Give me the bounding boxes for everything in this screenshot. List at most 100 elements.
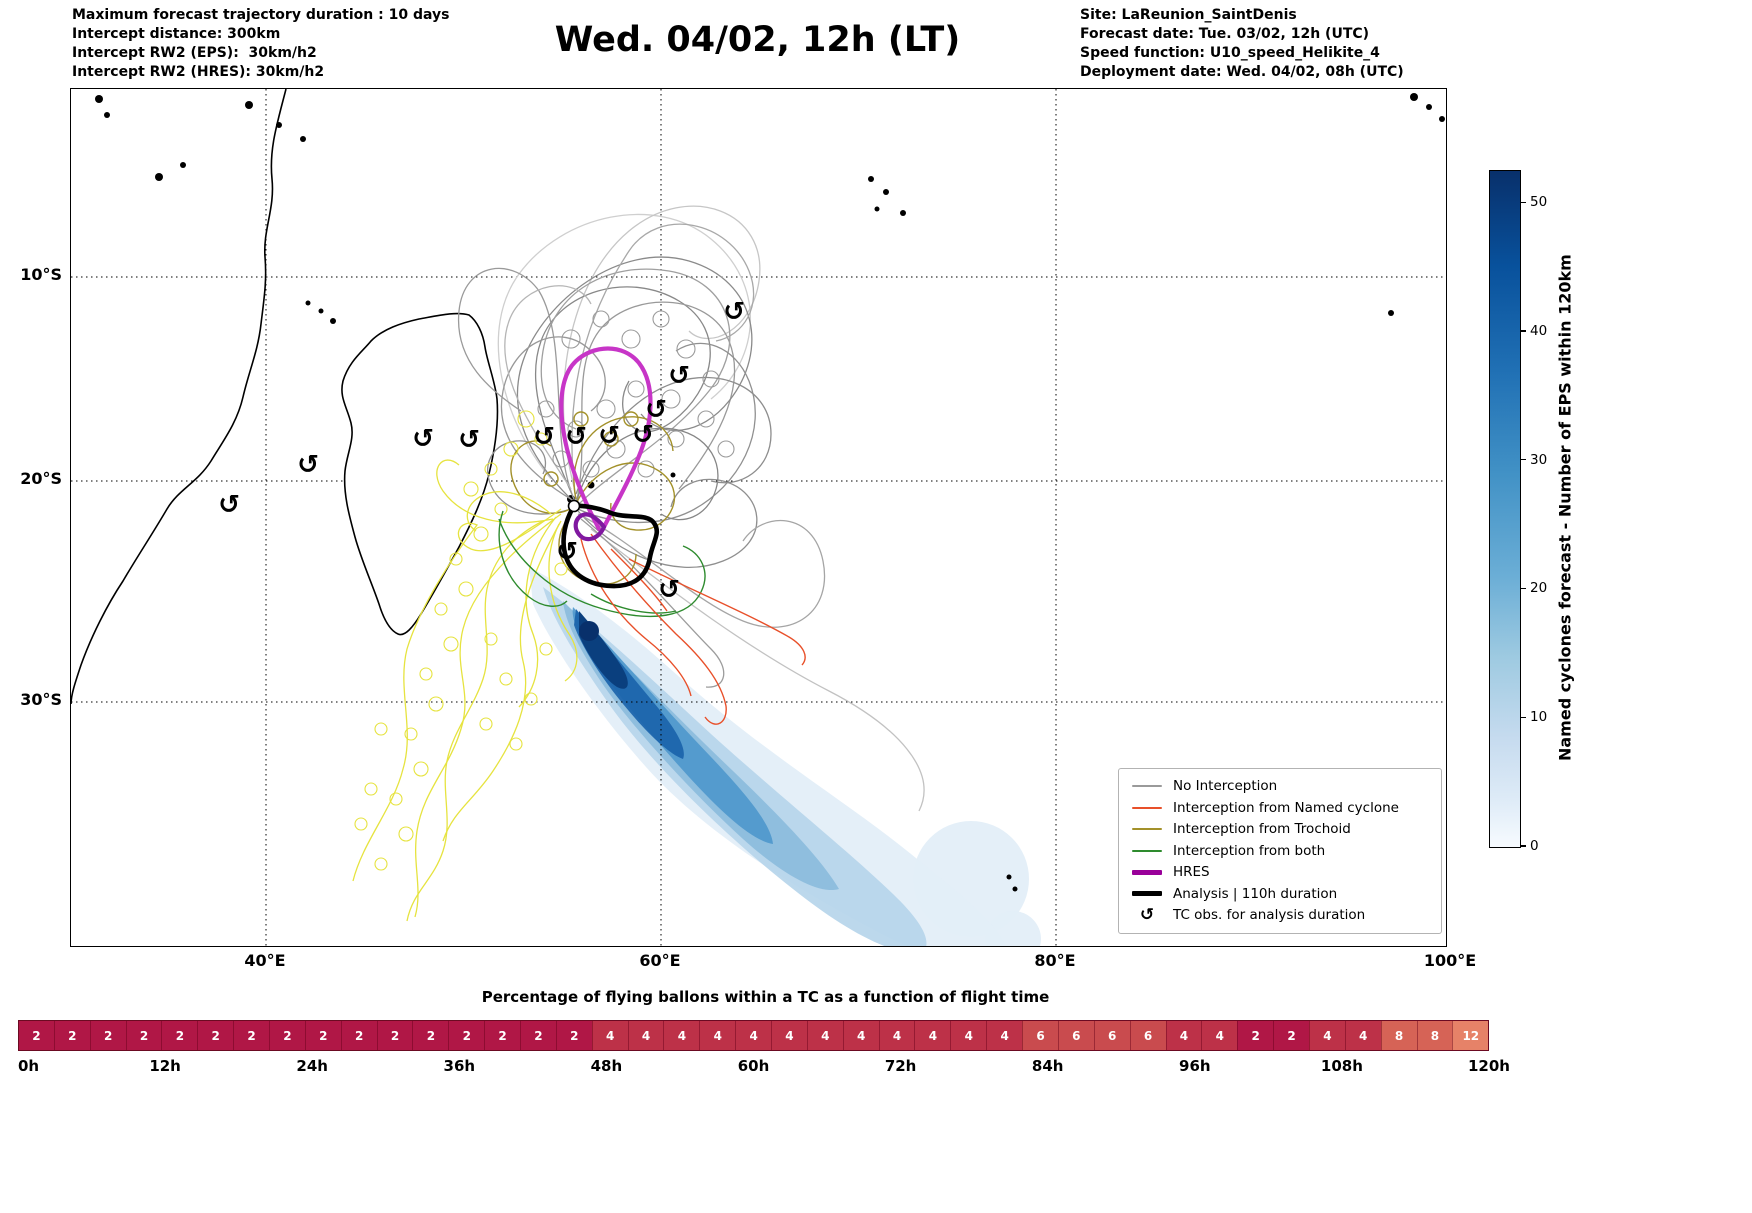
balloon-percentage-cell: 4: [1308, 1021, 1345, 1050]
tc-obs-icon: ↺: [1139, 905, 1155, 926]
analysis-start-marker: [567, 499, 581, 513]
colorbar-ticks: 0 10 20 30 40 50: [1521, 170, 1561, 854]
balloon-percentage-cell: 12: [1452, 1021, 1489, 1050]
balloon-percentage-cell: 6: [1093, 1021, 1130, 1050]
site-line: Speed function: U10_speed_Helikite_4: [1080, 45, 1380, 61]
time-tick-label: 60h: [737, 1057, 770, 1075]
balloon-percentage-cell: 4: [699, 1021, 736, 1050]
balloon-percentage-cell: 8: [1416, 1021, 1453, 1050]
balloon-percentage-cell: 2: [304, 1021, 341, 1050]
map-panel: ↺ ↺ ↺ ↺ ↺ ↺ ↺ ↺ ↺ ↺ ↺ ↺ ↺ No Interception Interceptio…: [70, 88, 1447, 947]
lat-tick-30s: 30°S: [20, 690, 62, 709]
balloon-percentage-cell: 4: [986, 1021, 1023, 1050]
tc-obs-icon: ↺: [565, 422, 587, 452]
tc-obs-icon: ↺: [458, 425, 480, 455]
time-tick-label: 84h: [1031, 1057, 1064, 1075]
time-tick-label: 96h: [1179, 1057, 1211, 1075]
colorbar: [1489, 170, 1521, 848]
tc-obs-icon: ↺: [723, 297, 745, 327]
grid-lines: [71, 89, 1446, 946]
africa-coastline: [71, 89, 287, 705]
balloon-percentage-cell: 2: [1273, 1021, 1309, 1050]
legend-item: Interception from both: [1129, 840, 1431, 862]
site-line: Forecast date: Tue. 03/02, 12h (UTC): [1080, 26, 1370, 42]
time-tick-label: 72h: [884, 1057, 917, 1075]
tc-obs-icon: ↺: [533, 422, 555, 452]
balloon-percentage-cell: 2: [53, 1021, 90, 1050]
balloon-percentage-cell: 4: [627, 1021, 664, 1050]
legend-line-swatch: [1129, 785, 1165, 788]
balloon-percentage-cell: 2: [412, 1021, 449, 1050]
analysis-track: [561, 499, 660, 589]
balloon-percentage-cell: 4: [806, 1021, 843, 1050]
trajectories-yellow-trochoid: [352, 410, 578, 922]
legend-item: No Interception: [1129, 776, 1431, 798]
balloon-percentage-cell: 6: [1057, 1021, 1094, 1050]
balloon-percentage-cell: 8: [1380, 1021, 1417, 1050]
legend-label: Interception from Named cyclone: [1173, 799, 1399, 816]
time-tick-label: 48h: [590, 1057, 623, 1075]
balloon-percentage-cell: 2: [448, 1021, 485, 1050]
legend-line-swatch: [1129, 869, 1165, 875]
tc-obs-icon: ↺: [412, 424, 434, 454]
balloon-percentage-cell: 2: [269, 1021, 305, 1050]
time-tick-label: 108h: [1320, 1057, 1363, 1075]
balloon-percentage-cell: 2: [484, 1021, 521, 1050]
param-line: Maximum forecast trajectory duration : 1…: [72, 7, 450, 23]
balloon-percentage-cell: 6: [1022, 1021, 1058, 1050]
balloon-percentage-cell: 2: [161, 1021, 198, 1050]
legend: No Interception Interception from Named c…: [1118, 767, 1442, 934]
tc-obs-icon: ↺: [218, 490, 240, 520]
madagascar-coastline: [341, 312, 499, 636]
legend-item: ↺ TC obs. for analysis duration: [1129, 905, 1431, 927]
tc-obs-icon: ↺: [632, 420, 654, 450]
param-line: Intercept distance: 300km: [72, 26, 281, 42]
legend-item: Interception from Trochoid: [1129, 819, 1431, 841]
balloon-percentage-cell: 4: [1344, 1021, 1381, 1050]
figure-title: Wed. 04/02, 12h (LT): [554, 20, 961, 60]
tc-obs-layer: ↺↺↺↺ ↺ ↺ ↺↺↺↺↺↺↺: [218, 297, 745, 605]
legend-label: TC obs. for analysis duration: [1173, 907, 1366, 924]
legend-label: No Interception: [1173, 778, 1278, 795]
trajectories-both: [498, 510, 706, 618]
param-line: Intercept RW2 (EPS): 30km/h2: [72, 45, 317, 61]
balloon-percentage-cell: 2: [340, 1021, 377, 1050]
time-tick-label: 0h: [18, 1057, 40, 1075]
time-tick-label: 120h: [1468, 1057, 1510, 1075]
legend-label: Interception from Trochoid: [1173, 821, 1351, 838]
hres-track: [559, 346, 653, 542]
colorbar-tick: 30: [1521, 452, 1547, 468]
legend-label: Interception from both: [1173, 842, 1326, 859]
legend-item: Analysis | 110h duration: [1129, 883, 1431, 905]
param-line: Intercept RW2 (HRES): 30km/h2: [72, 64, 325, 80]
time-tick-label: 12h: [149, 1057, 181, 1075]
legend-line-swatch: [1129, 891, 1165, 897]
balloon-percentage-cell: 4: [1201, 1021, 1238, 1050]
tc-obs-icon: ↺: [668, 361, 690, 391]
balloon-percentage-cell: 6: [1129, 1021, 1166, 1050]
balloon-percentage-cell: 4: [842, 1021, 879, 1050]
balloon-percentage-cell: 4: [1165, 1021, 1202, 1050]
time-tick-label: 24h: [296, 1057, 328, 1075]
balloon-percentage-cell: 2: [1237, 1021, 1274, 1050]
colorbar-tick: 50: [1521, 194, 1547, 210]
balloon-percentage-cell: 4: [591, 1021, 628, 1050]
balloon-percentage-cell: 4: [878, 1021, 915, 1050]
legend-item: Interception from Named cyclone: [1129, 797, 1431, 819]
balloon-percentage-cell: 2: [520, 1021, 556, 1050]
balloon-percentage-cell: 4: [663, 1021, 700, 1050]
colorbar-tick: 10: [1521, 709, 1547, 725]
site-line: Site: LaReunion_SaintDenis: [1080, 7, 1297, 23]
legend-item: HRES: [1129, 862, 1431, 884]
tc-obs-icon: ↺: [556, 537, 578, 567]
run-parameters: Maximum forecast trajectory duration : 1…: [72, 6, 449, 82]
tc-obs-icon: ↺: [658, 575, 680, 605]
map-canvas: ↺↺↺↺ ↺ ↺ ↺↺↺↺↺↺↺: [71, 89, 1446, 946]
colorbar-tick: 0: [1521, 838, 1539, 854]
colorbar-label: Named cyclones forecast - Number of EPS …: [1555, 254, 1575, 762]
probability-plume: [529, 567, 1041, 946]
balloon-percentage-cell: 4: [735, 1021, 772, 1050]
balloon-strip-title: Percentage of flying ballons within a TC…: [481, 988, 1050, 1006]
